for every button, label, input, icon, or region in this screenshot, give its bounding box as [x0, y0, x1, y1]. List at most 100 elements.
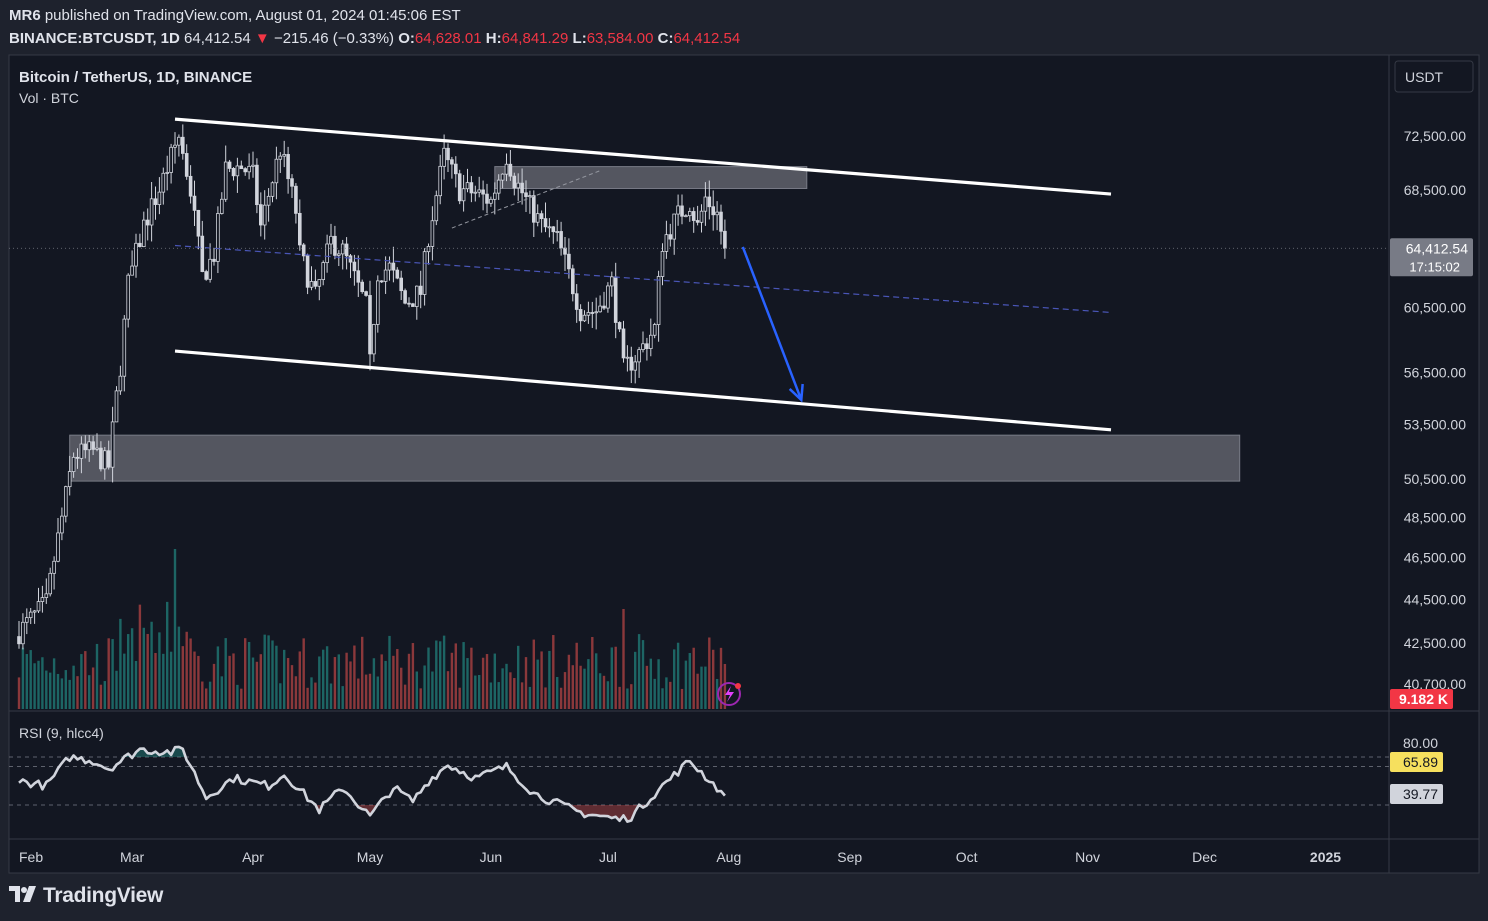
volume-bar [606, 681, 610, 709]
volume-bar [423, 665, 426, 709]
volume-bar [411, 643, 415, 709]
volume-bar [158, 632, 161, 709]
candle-body [309, 281, 314, 288]
volume-bar [552, 635, 555, 709]
candle-body [239, 165, 244, 170]
candle-body [153, 198, 158, 205]
volume-bar [68, 679, 71, 709]
change-arrow-icon: ▼ [254, 30, 270, 47]
volume-bar [208, 681, 212, 709]
candle-body [329, 235, 333, 245]
volume-bar [513, 678, 516, 709]
candle-body [606, 285, 610, 309]
volume-bar [142, 627, 145, 709]
volume-bar [485, 654, 489, 709]
candle-body [477, 189, 481, 193]
candle-body [719, 211, 723, 232]
volume-bar [95, 643, 99, 709]
volume-bar [645, 665, 649, 709]
candle-body [582, 314, 587, 322]
low-value: 63,584.00 [586, 30, 654, 47]
candle-body [364, 291, 368, 296]
time-axis[interactable]: Feb Mar Apr May Jun Jul Aug Sep Oct Nov Dec 2025 [19, 849, 1341, 865]
volume-bar [111, 639, 114, 709]
volume-bar [193, 651, 196, 709]
candle-body [56, 532, 60, 562]
volume-bar [76, 676, 79, 709]
candle-body [610, 276, 614, 287]
candle-body [446, 147, 450, 161]
time-tick-label: Aug [716, 849, 741, 865]
candle-body [196, 209, 201, 237]
volume-bar [88, 675, 91, 709]
volume-bar [470, 647, 473, 709]
replay-icon[interactable] [717, 682, 741, 706]
candle-body [223, 161, 228, 200]
candle-body [208, 258, 212, 280]
time-tick-label: Sep [837, 849, 862, 865]
time-tick-label: Jul [599, 849, 617, 865]
trend-dashed-line [451, 170, 601, 229]
candle-body [71, 456, 76, 472]
price-tick-label: 72,500.00 [1404, 128, 1466, 144]
candle-body [442, 147, 446, 167]
candle-body [551, 226, 556, 233]
candle-body [325, 243, 329, 264]
volume-bar [556, 676, 559, 709]
volume-bar [37, 660, 40, 709]
candle-body [184, 153, 189, 177]
candle-body [95, 447, 99, 450]
price-axis[interactable]: 72,500.00 68,500.00 60,500.00 56,500.00 53,5… [1390, 128, 1473, 804]
candle-body [691, 211, 696, 221]
candle-body [457, 173, 462, 202]
price-tick-label: 40,700.00 [1404, 676, 1466, 692]
volume-bar [220, 676, 223, 709]
zones-layer [69, 166, 1241, 482]
candle-body [559, 231, 563, 249]
candle-body [278, 155, 283, 160]
candle-body [528, 195, 532, 198]
volume-bar [563, 672, 567, 709]
candle-body [621, 328, 626, 359]
volume-bar [181, 646, 184, 709]
publisher-name: MR6 [9, 7, 41, 24]
volume-bar [595, 653, 598, 709]
volume-bar [123, 653, 126, 709]
volume-bar [478, 674, 481, 709]
rsi-oversold-fill [19, 805, 725, 822]
candle-body [567, 253, 571, 270]
last-price-badge-label: 64,412.54 [1406, 240, 1468, 256]
candle-body [617, 322, 622, 330]
volume-bar [310, 677, 313, 709]
volume-bar [49, 672, 52, 709]
volume-bar [626, 688, 629, 709]
candle-body [126, 274, 131, 320]
volume-bar [103, 681, 106, 709]
volume-bar [517, 645, 520, 709]
candle-body [500, 173, 505, 181]
candle-body [641, 343, 645, 351]
candle-body [165, 172, 170, 174]
volume-bar [528, 686, 532, 709]
volume-bar [244, 638, 247, 709]
volume-bar [52, 658, 56, 709]
candles-layer [17, 124, 727, 650]
published-text: published on TradingView.com, August 01,… [44, 7, 461, 24]
volume-bar [524, 657, 528, 709]
candle-body [336, 253, 341, 256]
volume-bar [236, 684, 239, 709]
volume-bar [318, 656, 321, 709]
candle-body [255, 164, 259, 206]
currency-button[interactable] [1394, 60, 1474, 93]
candle-body [212, 258, 216, 262]
candle-body [286, 154, 290, 180]
tradingview-logo[interactable]: TradingView [9, 884, 163, 908]
volume-bar [680, 688, 684, 709]
price-chart[interactable]: 72,500.00 68,500.00 60,500.00 56,500.00 53,5… [0, 0, 1488, 880]
volume-bar [536, 659, 539, 709]
rsi-line [18, 745, 726, 823]
candle-body [461, 188, 466, 202]
low-label: L: [572, 30, 587, 47]
volume-bar [684, 660, 688, 709]
volume-bar [341, 686, 344, 709]
